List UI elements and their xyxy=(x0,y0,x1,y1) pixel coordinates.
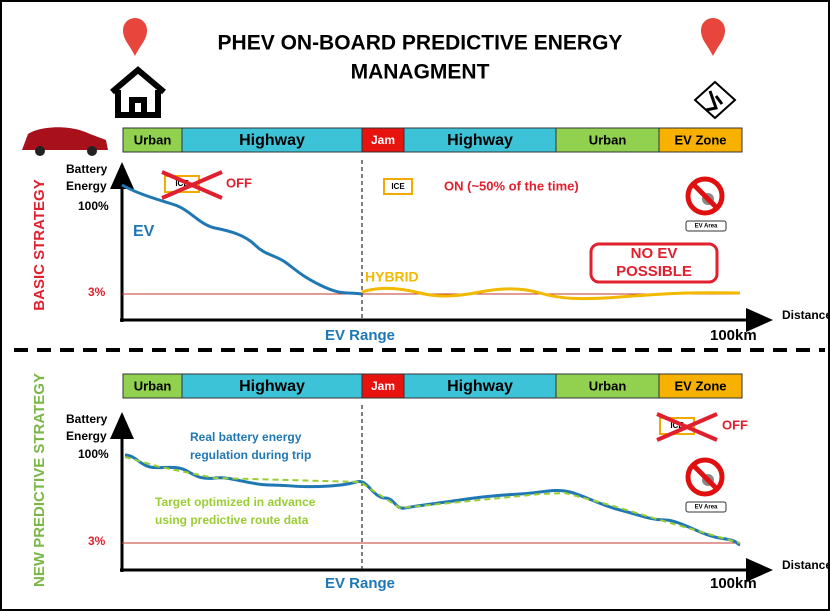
pedestrian-sign xyxy=(693,80,737,120)
ev-range-label: EV Range xyxy=(325,327,395,344)
axis-label: Energy xyxy=(66,429,107,443)
battery-curve xyxy=(121,183,363,296)
battery-curve xyxy=(124,453,741,547)
mode-label: EV xyxy=(133,223,155,240)
title: MANAGMENT xyxy=(351,61,490,84)
annotation: regulation during trip xyxy=(190,448,311,462)
car-icon xyxy=(22,127,108,150)
route-label: Jam xyxy=(371,133,395,147)
no-ev-box xyxy=(589,242,719,284)
route-segment xyxy=(555,127,660,153)
route-segment xyxy=(181,373,363,399)
panel-label: NEW PREDICTIVE STRATEGY xyxy=(31,373,48,587)
axis-label: Energy xyxy=(66,179,107,193)
axis-tick: 3% xyxy=(88,534,106,548)
engine-state: OFF xyxy=(722,417,748,432)
route-label: Urban xyxy=(589,132,627,147)
route-segment xyxy=(658,373,743,399)
axis-label: Battery xyxy=(66,162,108,176)
no-ev-text: NO EV xyxy=(631,245,678,262)
ice-icon xyxy=(383,178,413,195)
ice-icon-text: ICE xyxy=(391,182,405,191)
axis-label: Distance xyxy=(782,308,830,322)
ev-area-text: EV Area xyxy=(695,224,718,230)
axis-label: Distance xyxy=(782,558,830,572)
cross xyxy=(161,170,223,200)
ev-area-tag xyxy=(685,220,727,232)
home-icon xyxy=(110,66,166,118)
route-segment xyxy=(658,127,743,153)
route-bar: Urban Highway Jam Highway Urban EV Zone xyxy=(122,373,743,399)
hybrid-curve xyxy=(361,286,741,301)
route-label: Highway xyxy=(447,378,513,395)
route-label: Urban xyxy=(589,378,627,393)
route-segment xyxy=(555,373,660,399)
route-segment xyxy=(122,373,183,399)
route-label: Urban xyxy=(134,378,172,393)
engine-state: ON (~50% of the time) xyxy=(444,178,579,193)
ev-area-text: EV Area xyxy=(695,505,718,511)
engine-state: OFF xyxy=(226,175,252,190)
annotation: using predictive route data xyxy=(155,513,309,527)
annotation: Real battery energy xyxy=(190,430,302,444)
route-bar: Urban Highway Jam Highway Urban EV Zone xyxy=(122,127,743,153)
route-label: EV Zone xyxy=(674,378,726,393)
axis-tick: 100% xyxy=(78,447,109,461)
title: PHEV ON-BOARD PREDICTIVE ENERGY xyxy=(218,32,623,55)
axis-end: 100km xyxy=(710,327,757,344)
route-segment xyxy=(361,373,405,399)
no-ev-text: POSSIBLE xyxy=(616,263,692,280)
mode-label: HYBRID xyxy=(365,269,419,285)
car-icon xyxy=(87,146,97,156)
axis-end: 100km xyxy=(710,575,757,592)
panel-label: BASIC STRATEGY xyxy=(31,179,48,310)
pin-icon xyxy=(123,18,147,56)
route-label: Urban xyxy=(134,132,172,147)
route-label: Highway xyxy=(239,132,305,149)
car-icon xyxy=(35,146,45,156)
pin-icon xyxy=(701,18,725,56)
axis-label: Battery xyxy=(66,412,108,426)
ev-area-tag xyxy=(685,501,727,513)
no-ev-sign xyxy=(688,460,722,494)
cross xyxy=(656,412,718,442)
route-label: EV Zone xyxy=(674,132,726,147)
route-segment xyxy=(122,127,183,153)
route-segment xyxy=(361,127,405,153)
axis-tick: 3% xyxy=(88,285,106,299)
route-segment xyxy=(403,127,557,153)
annotation: Target optimized in advance xyxy=(155,495,316,509)
pedestrian-sign xyxy=(705,90,724,112)
ev-range-label: EV Range xyxy=(325,575,395,592)
route-label: Highway xyxy=(239,378,305,395)
ice-icon-text: ICE xyxy=(175,179,189,188)
route-label: Jam xyxy=(371,379,395,393)
ice-icon-text: ICE xyxy=(670,421,684,430)
route-label: Highway xyxy=(447,132,513,149)
axis-tick: 100% xyxy=(78,199,109,213)
target-curve xyxy=(124,456,741,544)
no-ev-sign xyxy=(688,179,722,213)
